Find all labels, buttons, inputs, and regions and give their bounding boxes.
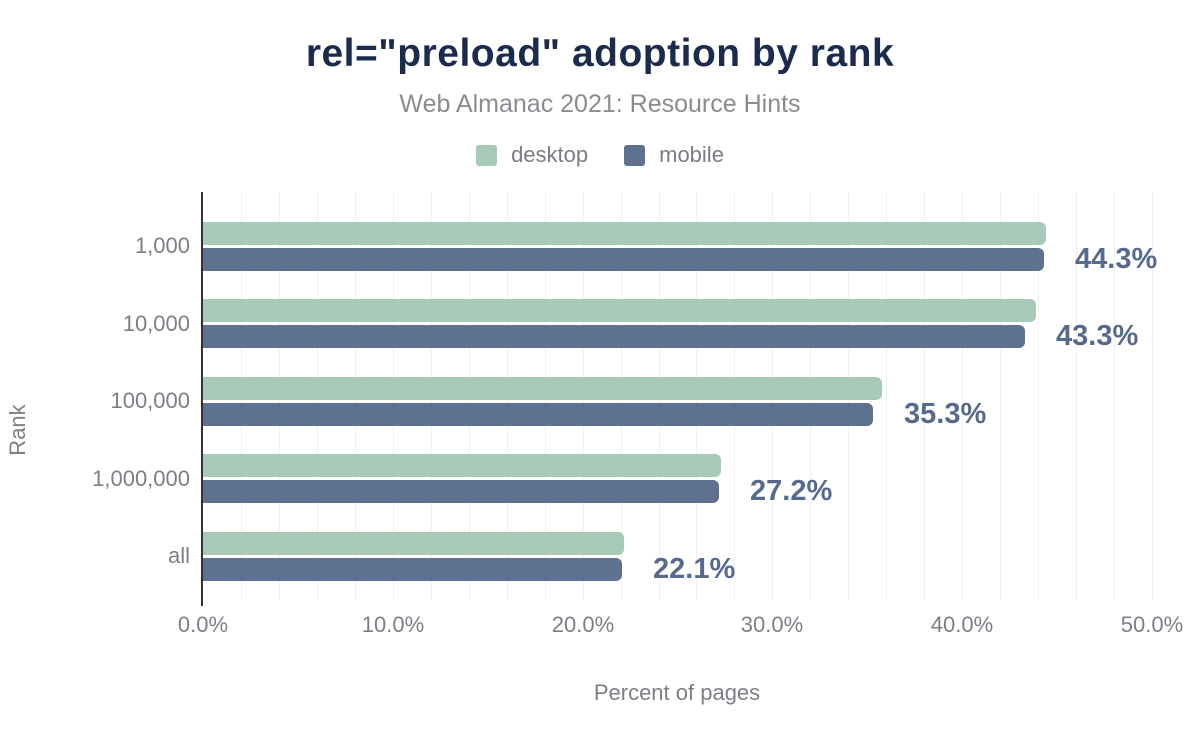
bar-mobile-1000000 (203, 480, 719, 503)
bar-mobile-100000 (203, 402, 873, 426)
data-label: 22.1% (653, 552, 736, 585)
y-tick-label: 10,000 (122, 310, 190, 336)
x-tick-label: 50.0% (1120, 612, 1184, 637)
bar-mobile-1000 (203, 247, 1044, 271)
bar-desktop-all (203, 531, 624, 555)
chart-title: rel="preload" adoption by rank (305, 32, 895, 75)
legend-item-mobile: mobile (624, 142, 724, 168)
bar-mobile-10000 (203, 325, 1025, 348)
legend-label: desktop (511, 142, 589, 167)
gridline-38pct (924, 192, 925, 600)
y-axis-line (201, 192, 203, 606)
data-label: 35.3% (904, 397, 987, 430)
data-label: 27.2% (750, 475, 833, 507)
x-tick-label: 0.0% (177, 612, 229, 637)
x-tick-label: 30.0% (740, 612, 804, 637)
bar-desktop-1000000 (203, 454, 721, 477)
gridline-48pct (1114, 192, 1115, 600)
bar-desktop-10000 (203, 299, 1036, 322)
x-tick-label: 10.0% (361, 612, 425, 637)
legend-label: mobile (659, 142, 724, 167)
bar-mobile-all (203, 557, 622, 581)
data-label: 44.3% (1075, 242, 1158, 275)
gridline-42pct (1000, 192, 1001, 600)
gridline-44pct (1038, 192, 1039, 600)
gridline-46pct (1076, 192, 1077, 600)
legend-swatch-desktop (476, 144, 498, 166)
chart-subtitle: Web Almanac 2021: Resource Hints (399, 90, 801, 118)
gridline-36pct (886, 192, 887, 600)
y-tick-label: 100,000 (110, 388, 190, 413)
data-label: 43.3% (1056, 320, 1139, 352)
x-tick-label: 20.0% (551, 612, 615, 637)
legend-swatch-mobile (624, 144, 646, 166)
gridline-50pct (1152, 192, 1153, 600)
y-tick-label: 1,000 (134, 233, 190, 258)
y-tick-label: all (167, 543, 190, 568)
plot-area: 44.3% 43.3% 35.3% 27.2% 22.1% (203, 192, 1157, 600)
x-tick-label: 40.0% (930, 612, 994, 637)
bar-desktop-100000 (203, 376, 882, 400)
y-tick-label: 1,000,000 (92, 465, 190, 491)
chart-legend: desktop mobile (0, 142, 1200, 168)
legend-item-desktop: desktop (476, 142, 588, 168)
x-axis-title: Percent of pages (593, 680, 761, 705)
gridline-40pct (962, 192, 963, 600)
y-axis-title: Rank (5, 404, 30, 456)
bar-desktop-1000 (203, 221, 1046, 245)
